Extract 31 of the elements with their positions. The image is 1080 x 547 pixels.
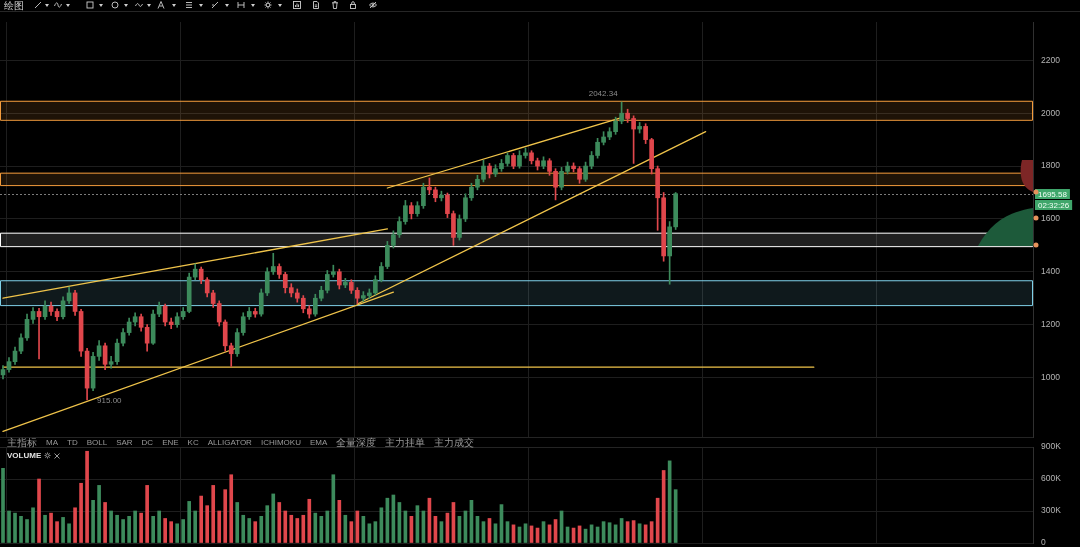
y-tick-label: 1600 bbox=[1041, 213, 1061, 224]
text: 02:32:26 bbox=[1038, 200, 1070, 210]
text: MA bbox=[46, 437, 58, 448]
y-tick-label: 1000 bbox=[1041, 371, 1061, 382]
ref-line-label: 1695.58 bbox=[1038, 189, 1068, 199]
text: KC bbox=[187, 437, 199, 448]
text: 绘图 bbox=[4, 0, 24, 11]
text: TD bbox=[67, 437, 78, 448]
y-tick-label: 900K bbox=[1041, 441, 1062, 452]
y-tick-label: 300K bbox=[1041, 505, 1062, 516]
y-tick-label: 1800 bbox=[1041, 160, 1061, 171]
y-tick-label: 1400 bbox=[1041, 266, 1061, 277]
annotation: 2042.34 bbox=[588, 89, 619, 99]
y-tick-label: 2000 bbox=[1041, 107, 1061, 118]
annotation: 全量深度 bbox=[336, 436, 377, 448]
y-tick-label: 0 bbox=[1041, 537, 1046, 547]
text: ENE bbox=[162, 437, 179, 448]
text: BOLL bbox=[86, 437, 108, 448]
text: ICHIMOKU bbox=[260, 437, 301, 448]
text: ALLIGATOR bbox=[207, 437, 252, 448]
y-tick-label: 1200 bbox=[1041, 319, 1061, 329]
annotation: 主指标 bbox=[7, 436, 37, 448]
annotation: 主力成交 bbox=[434, 436, 475, 448]
chart-title: VOLUME bbox=[7, 451, 42, 460]
annotation: 915.00 bbox=[97, 396, 123, 406]
y-tick-label: 2200 bbox=[1041, 54, 1061, 65]
text: SAR bbox=[116, 437, 133, 448]
annotation: 主力挂单 bbox=[385, 436, 426, 448]
text: EMA bbox=[309, 437, 328, 448]
text: DC bbox=[141, 437, 154, 448]
y-tick-label: 600K bbox=[1041, 473, 1062, 484]
